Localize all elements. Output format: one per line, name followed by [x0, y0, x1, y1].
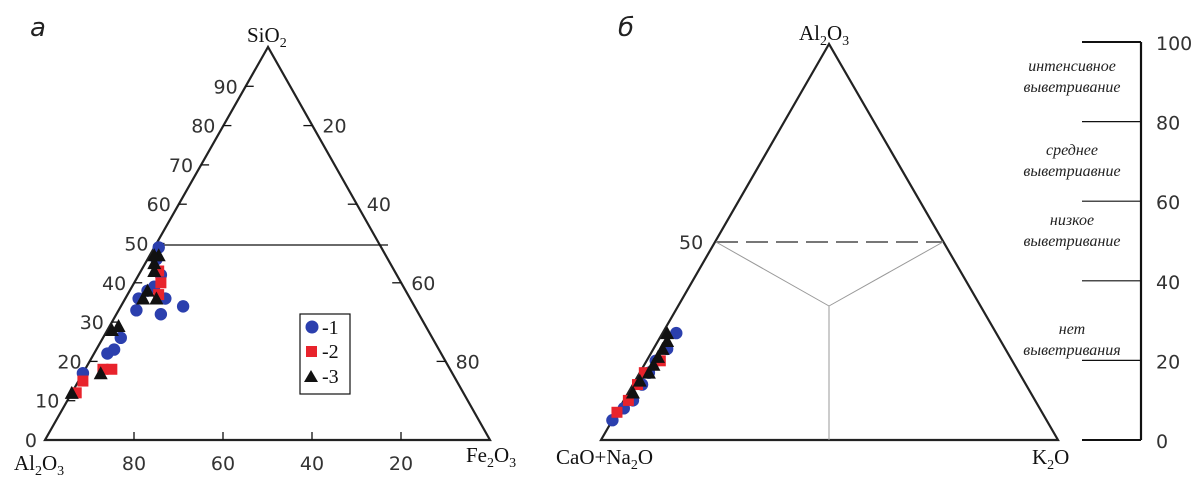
vertex-right-label-b: K2O: [1032, 445, 1069, 473]
right-tick-label: 20: [322, 116, 346, 138]
data-point-triangle: [111, 319, 126, 333]
scale-tick-label: 100: [1156, 33, 1192, 55]
data-point-circle: [176, 300, 190, 313]
bottom-tick-label: 80: [122, 453, 146, 475]
data-point-circle: [152, 241, 165, 254]
data-point-triangle: [660, 334, 675, 347]
data-point-triangle: [147, 248, 162, 262]
left-tick-label: 50: [124, 234, 148, 256]
data-point-square: [70, 387, 82, 399]
zone-intensive-line1: интенсивное: [1028, 58, 1116, 75]
scale-tick-label: 0: [1156, 431, 1168, 453]
data-point-triangle: [104, 322, 119, 336]
left-tick-label: 20: [57, 351, 81, 373]
weathering-scale: 100 80 60 40 20 0 интенсивное выветривание ср…: [1023, 33, 1192, 453]
data-point-triangle: [147, 264, 162, 278]
data-points-b: [606, 326, 683, 427]
bottom-tick-label: 20: [389, 453, 413, 475]
zone-low-line1: низкое: [1050, 212, 1094, 229]
zone-low-line2: выветривание: [1023, 233, 1120, 250]
data-point-circle: [130, 304, 143, 317]
legend: -1 -2 -3: [299, 313, 351, 395]
data-point-triangle: [625, 385, 640, 399]
left-tick-label: 60: [147, 194, 171, 216]
data-point-square: [611, 406, 623, 418]
legend-label-1: -1: [322, 317, 339, 339]
data-point-square: [638, 367, 650, 379]
data-point-triangle: [136, 291, 151, 305]
bottom-tick-label: 60: [211, 453, 235, 475]
legend-marker-triangle: [304, 370, 318, 382]
legend-label-2: -2: [322, 341, 339, 363]
data-point-triangle: [149, 291, 164, 305]
left-tick-label: 0: [25, 430, 37, 452]
legend-marker-circle: [305, 320, 319, 334]
data-point-square: [97, 363, 109, 375]
legend-label-3: -3: [322, 366, 339, 388]
scale-tick-label: 20: [1156, 351, 1180, 373]
data-points-a: [64, 241, 190, 399]
scale-tick-label: 80: [1156, 113, 1180, 135]
bottom-tick-label: 40: [300, 453, 324, 475]
left-tick-label: 40: [102, 273, 126, 295]
left-axis-ticks: 0 10 20 30 40 50 60 70 80 90: [25, 76, 254, 452]
zone-intensive-line2: выветривание: [1023, 79, 1120, 96]
inner-line-right: [828, 241, 944, 307]
panel-b-label: б: [618, 13, 634, 43]
bottom-axis-ticks: 80 60 40 20: [122, 432, 413, 475]
vertex-top-label-b: Al2O3: [799, 21, 849, 49]
data-point-square: [153, 265, 165, 277]
data-point-triangle: [651, 349, 666, 363]
data-point-square: [77, 375, 89, 387]
scale-tick-label: 60: [1156, 192, 1180, 214]
right-tick-label: 80: [456, 351, 480, 373]
data-point-circle: [670, 326, 683, 340]
data-point-square: [622, 394, 634, 406]
scale-tick-label: 40: [1156, 272, 1180, 294]
left-tick-label: 70: [169, 155, 193, 177]
zone-none-line1: нет: [1059, 321, 1085, 338]
vertex-left-label: Al2O3: [14, 451, 64, 479]
right-tick-label: 60: [411, 273, 435, 295]
left-tick-label: 90: [214, 76, 238, 98]
vertex-left-label-b: CaO+Na2O: [556, 445, 653, 473]
data-point-triangle: [147, 256, 162, 270]
right-tick-label: 40: [367, 194, 391, 216]
side-tick-50: 50: [679, 232, 703, 254]
legend-marker-square: [306, 346, 317, 357]
right-axis-ticks: 20 40 60 80: [303, 116, 480, 373]
data-point-triangle: [655, 341, 670, 355]
panel-a-label: а: [30, 13, 46, 43]
data-point-triangle: [646, 357, 661, 371]
left-tick-label: 80: [191, 116, 215, 138]
data-point-square: [153, 289, 165, 301]
data-point-square: [155, 277, 167, 289]
data-point-circle: [154, 308, 168, 321]
panel-a: а SiO2 Al2O3 Fe2O3 0 10 20 30 40 50 60 70 80 90 2…: [14, 13, 516, 479]
data-point-square: [106, 363, 118, 375]
data-point-triangle: [632, 373, 647, 387]
data-point-triangle: [641, 365, 656, 379]
zone-medium-line1: среднее: [1046, 142, 1098, 159]
data-point-triangle: [140, 283, 155, 297]
scale-ticks: 100 80 60 40 20 0: [1082, 33, 1192, 453]
zone-medium-line2: выветриавние: [1023, 163, 1120, 180]
vertex-top-label: SiO2: [247, 23, 287, 51]
data-point-triangle: [660, 326, 675, 340]
zone-none-line2: выветривания: [1023, 342, 1120, 359]
inner-line-left: [715, 241, 830, 307]
data-point-triangle: [64, 385, 79, 399]
ternary-triangle-a: [43, 44, 492, 442]
left-tick-label: 10: [35, 391, 59, 413]
data-point-triangle: [93, 366, 108, 380]
data-point-circle: [107, 343, 121, 356]
panel-b: б 50 Al2O3 CaO+Na2O K2O 100 80 60 40 20 0 инт…: [556, 13, 1192, 473]
vertex-right-label: Fe2O3: [466, 443, 516, 471]
left-tick-label: 30: [80, 312, 104, 334]
